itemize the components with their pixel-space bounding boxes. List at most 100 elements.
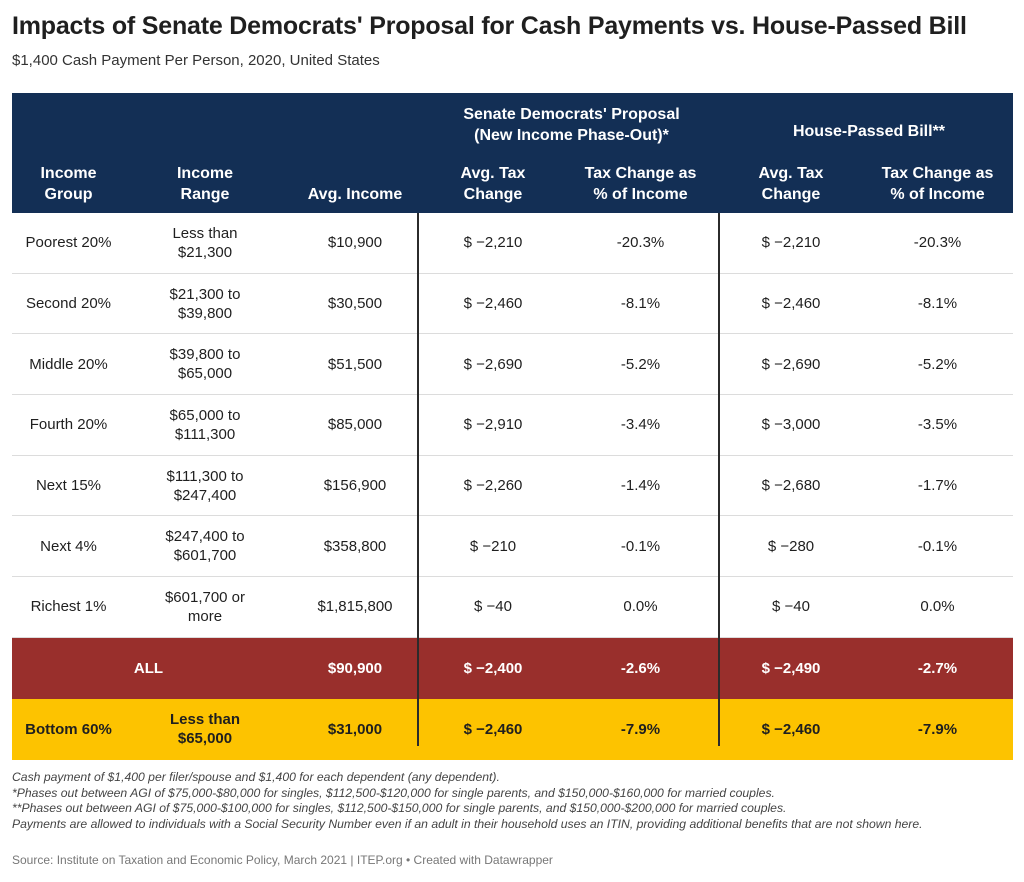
- cell-senate-tax: $ −2,260: [463, 477, 523, 495]
- cell-house-pct: -5.2%: [917, 355, 958, 373]
- cell-group: Second 20%: [25, 295, 112, 313]
- cell-income-range: $111,300 to $247,400: [125, 456, 285, 516]
- header-label: Avg. Tax: [460, 165, 526, 182]
- cell-house-tax: $ −280: [767, 537, 815, 555]
- range-line: Less than: [172, 224, 238, 242]
- cell-group: Next 4%: [40, 537, 97, 555]
- header-label: Income: [40, 165, 97, 182]
- header-label: Tax Change as: [584, 165, 697, 182]
- cell-house-pct: -1.7%: [917, 477, 958, 495]
- senate-group-title: Senate Democrats' Proposal: [463, 106, 680, 123]
- cell-senate-tax: $ −210: [469, 537, 517, 555]
- cell-income-range: Less than $21,300: [125, 213, 285, 273]
- col-header-house-avg-tax[interactable]: Avg. Tax Change: [720, 163, 862, 205]
- cell-senate-pct: -0.1%: [620, 537, 661, 555]
- range-line: Less than: [169, 711, 241, 728]
- cell-house-tax: $ −2,460: [761, 720, 821, 738]
- house-group-header: House-Passed Bill**: [792, 123, 946, 140]
- col-header-income-group[interactable]: Income Group: [12, 163, 125, 205]
- footnote: **Phases out between AGI of $75,000-$100…: [12, 801, 787, 815]
- cell-group: Richest 1%: [30, 598, 107, 616]
- header-label: % of Income: [593, 186, 688, 203]
- cell-income-range: $21,300 to $39,800: [125, 274, 285, 334]
- cell-senate-pct: 0.0%: [623, 598, 658, 616]
- cell-senate-pct: -5.2%: [620, 355, 661, 373]
- cell-house-pct: -0.1%: [917, 537, 958, 555]
- cell-house-pct: -8.1%: [917, 295, 958, 313]
- cell-avg-income: $31,000: [327, 720, 383, 738]
- cell-senate-pct: -3.4%: [620, 416, 661, 434]
- cell-senate-tax: $ −2,690: [463, 355, 523, 373]
- cell-avg-income: $1,815,800: [317, 598, 393, 616]
- cell-income-range: Less than $65,000: [125, 699, 285, 760]
- range-line: $39,800 to: [169, 346, 241, 364]
- range-line: $601,700 or: [164, 588, 246, 606]
- cell-avg-income: $30,500: [327, 295, 383, 313]
- chart-subtitle: $1,400 Cash Payment Per Person, 2020, Un…: [12, 52, 380, 69]
- col-header-senate-avg-tax[interactable]: Avg. Tax Change: [419, 163, 567, 205]
- header-label: Range: [180, 186, 230, 203]
- table-row: Fourth 20% $65,000 to $111,300 $85,000 $ −2,…: [12, 395, 1013, 456]
- range-line: $39,800: [177, 304, 233, 322]
- cell-house-tax: $ −2,460: [761, 295, 821, 313]
- table-row: Poorest 20% Less than $21,300 $10,900 $ −2,2…: [12, 213, 1013, 274]
- footnote: Payments are allowed to individuals with…: [12, 816, 923, 831]
- footnote: Cash payment of $1,400 per filer/spouse …: [12, 770, 500, 784]
- range-line: $247,400: [173, 486, 237, 504]
- cell-avg-income: $156,900: [323, 477, 387, 495]
- range-line: $21,300: [177, 243, 233, 261]
- col-header-house-pct[interactable]: Tax Change as % of Income: [862, 163, 1013, 205]
- cell-senate-tax: $ −2,460: [463, 295, 523, 313]
- cell-senate-pct: -1.4%: [620, 477, 661, 495]
- cell-senate-tax: $ −2,400: [463, 659, 523, 677]
- cell-income-range: $247,400 to $601,700: [125, 516, 285, 576]
- col-header-income-range[interactable]: Income Range: [125, 163, 285, 205]
- range-line: $247,400 to: [165, 528, 245, 546]
- table-header: Senate Democrats' Proposal (New Income P…: [12, 93, 1013, 213]
- data-table: Senate Democrats' Proposal (New Income P…: [12, 93, 1013, 760]
- cell-avg-income: $85,000: [327, 416, 383, 434]
- table-row: Next 15% $111,300 to $247,400 $156,900 $ −2,…: [12, 456, 1013, 517]
- header-label: Group: [44, 186, 93, 203]
- cell-avg-income: $90,900: [327, 659, 383, 677]
- table-body: Poorest 20% Less than $21,300 $10,900 $ −2,2…: [12, 213, 1013, 638]
- table-row: Richest 1% $601,700 or more $1,815,800 $ −40…: [12, 577, 1013, 638]
- cell-group: Poorest 20%: [25, 234, 112, 252]
- cell-group: Middle 20%: [29, 355, 108, 373]
- cell-senate-tax: $ −2,910: [463, 416, 523, 434]
- col-header-avg-income[interactable]: Avg. Income: [307, 186, 403, 203]
- col-header-senate-pct[interactable]: Tax Change as % of Income: [567, 163, 714, 205]
- range-line: more: [187, 607, 223, 625]
- cell-income-range: $39,800 to $65,000: [125, 334, 285, 394]
- range-line: $111,300 to: [166, 467, 244, 485]
- cell-senate-pct: -8.1%: [620, 295, 661, 313]
- cell-group: Fourth 20%: [29, 416, 108, 434]
- cell-income-range: $601,700 or more: [125, 577, 285, 637]
- range-line: $65,000: [177, 365, 233, 383]
- cell-house-pct: -2.7%: [917, 659, 958, 677]
- header-label: % of Income: [890, 186, 985, 203]
- header-label: Avg. Tax: [758, 165, 824, 182]
- cell-avg-income: $358,800: [323, 537, 387, 555]
- cell-senate-pct: -20.3%: [616, 234, 665, 252]
- cell-house-tax: $ −2,490: [761, 659, 821, 677]
- range-line: $111,300: [174, 425, 236, 443]
- cell-income-range: $65,000 to $111,300: [125, 395, 285, 455]
- cell-house-pct: -7.9%: [917, 720, 958, 738]
- header-label: Income: [176, 165, 233, 182]
- cell-group: Bottom 60%: [25, 720, 112, 738]
- header-label: Tax Change as: [881, 165, 994, 182]
- source-line: Source: Institute on Taxation and Econom…: [12, 853, 553, 867]
- bottom-60-row: Bottom 60% Less than $65,000 $31,000 $ −…: [12, 698, 1013, 760]
- footnote: *Phases out between AGI of $75,000-$80,0…: [12, 785, 775, 800]
- cell-house-tax: $ −2,690: [761, 355, 821, 373]
- cell-group: Next 15%: [35, 477, 102, 495]
- cell-avg-income: $10,900: [327, 234, 383, 252]
- footnotes: Cash payment of $1,400 per filer/spouse …: [12, 770, 1012, 832]
- house-divider: [718, 213, 720, 746]
- table-row: Second 20% $21,300 to $39,800 $30,500 $ −2,4…: [12, 274, 1013, 335]
- chart-title: Impacts of Senate Democrats' Proposal fo…: [12, 12, 967, 40]
- cell-senate-pct: -7.9%: [620, 720, 661, 738]
- cell-house-tax: $ −2,680: [761, 477, 821, 495]
- range-line: $21,300 to: [169, 285, 241, 303]
